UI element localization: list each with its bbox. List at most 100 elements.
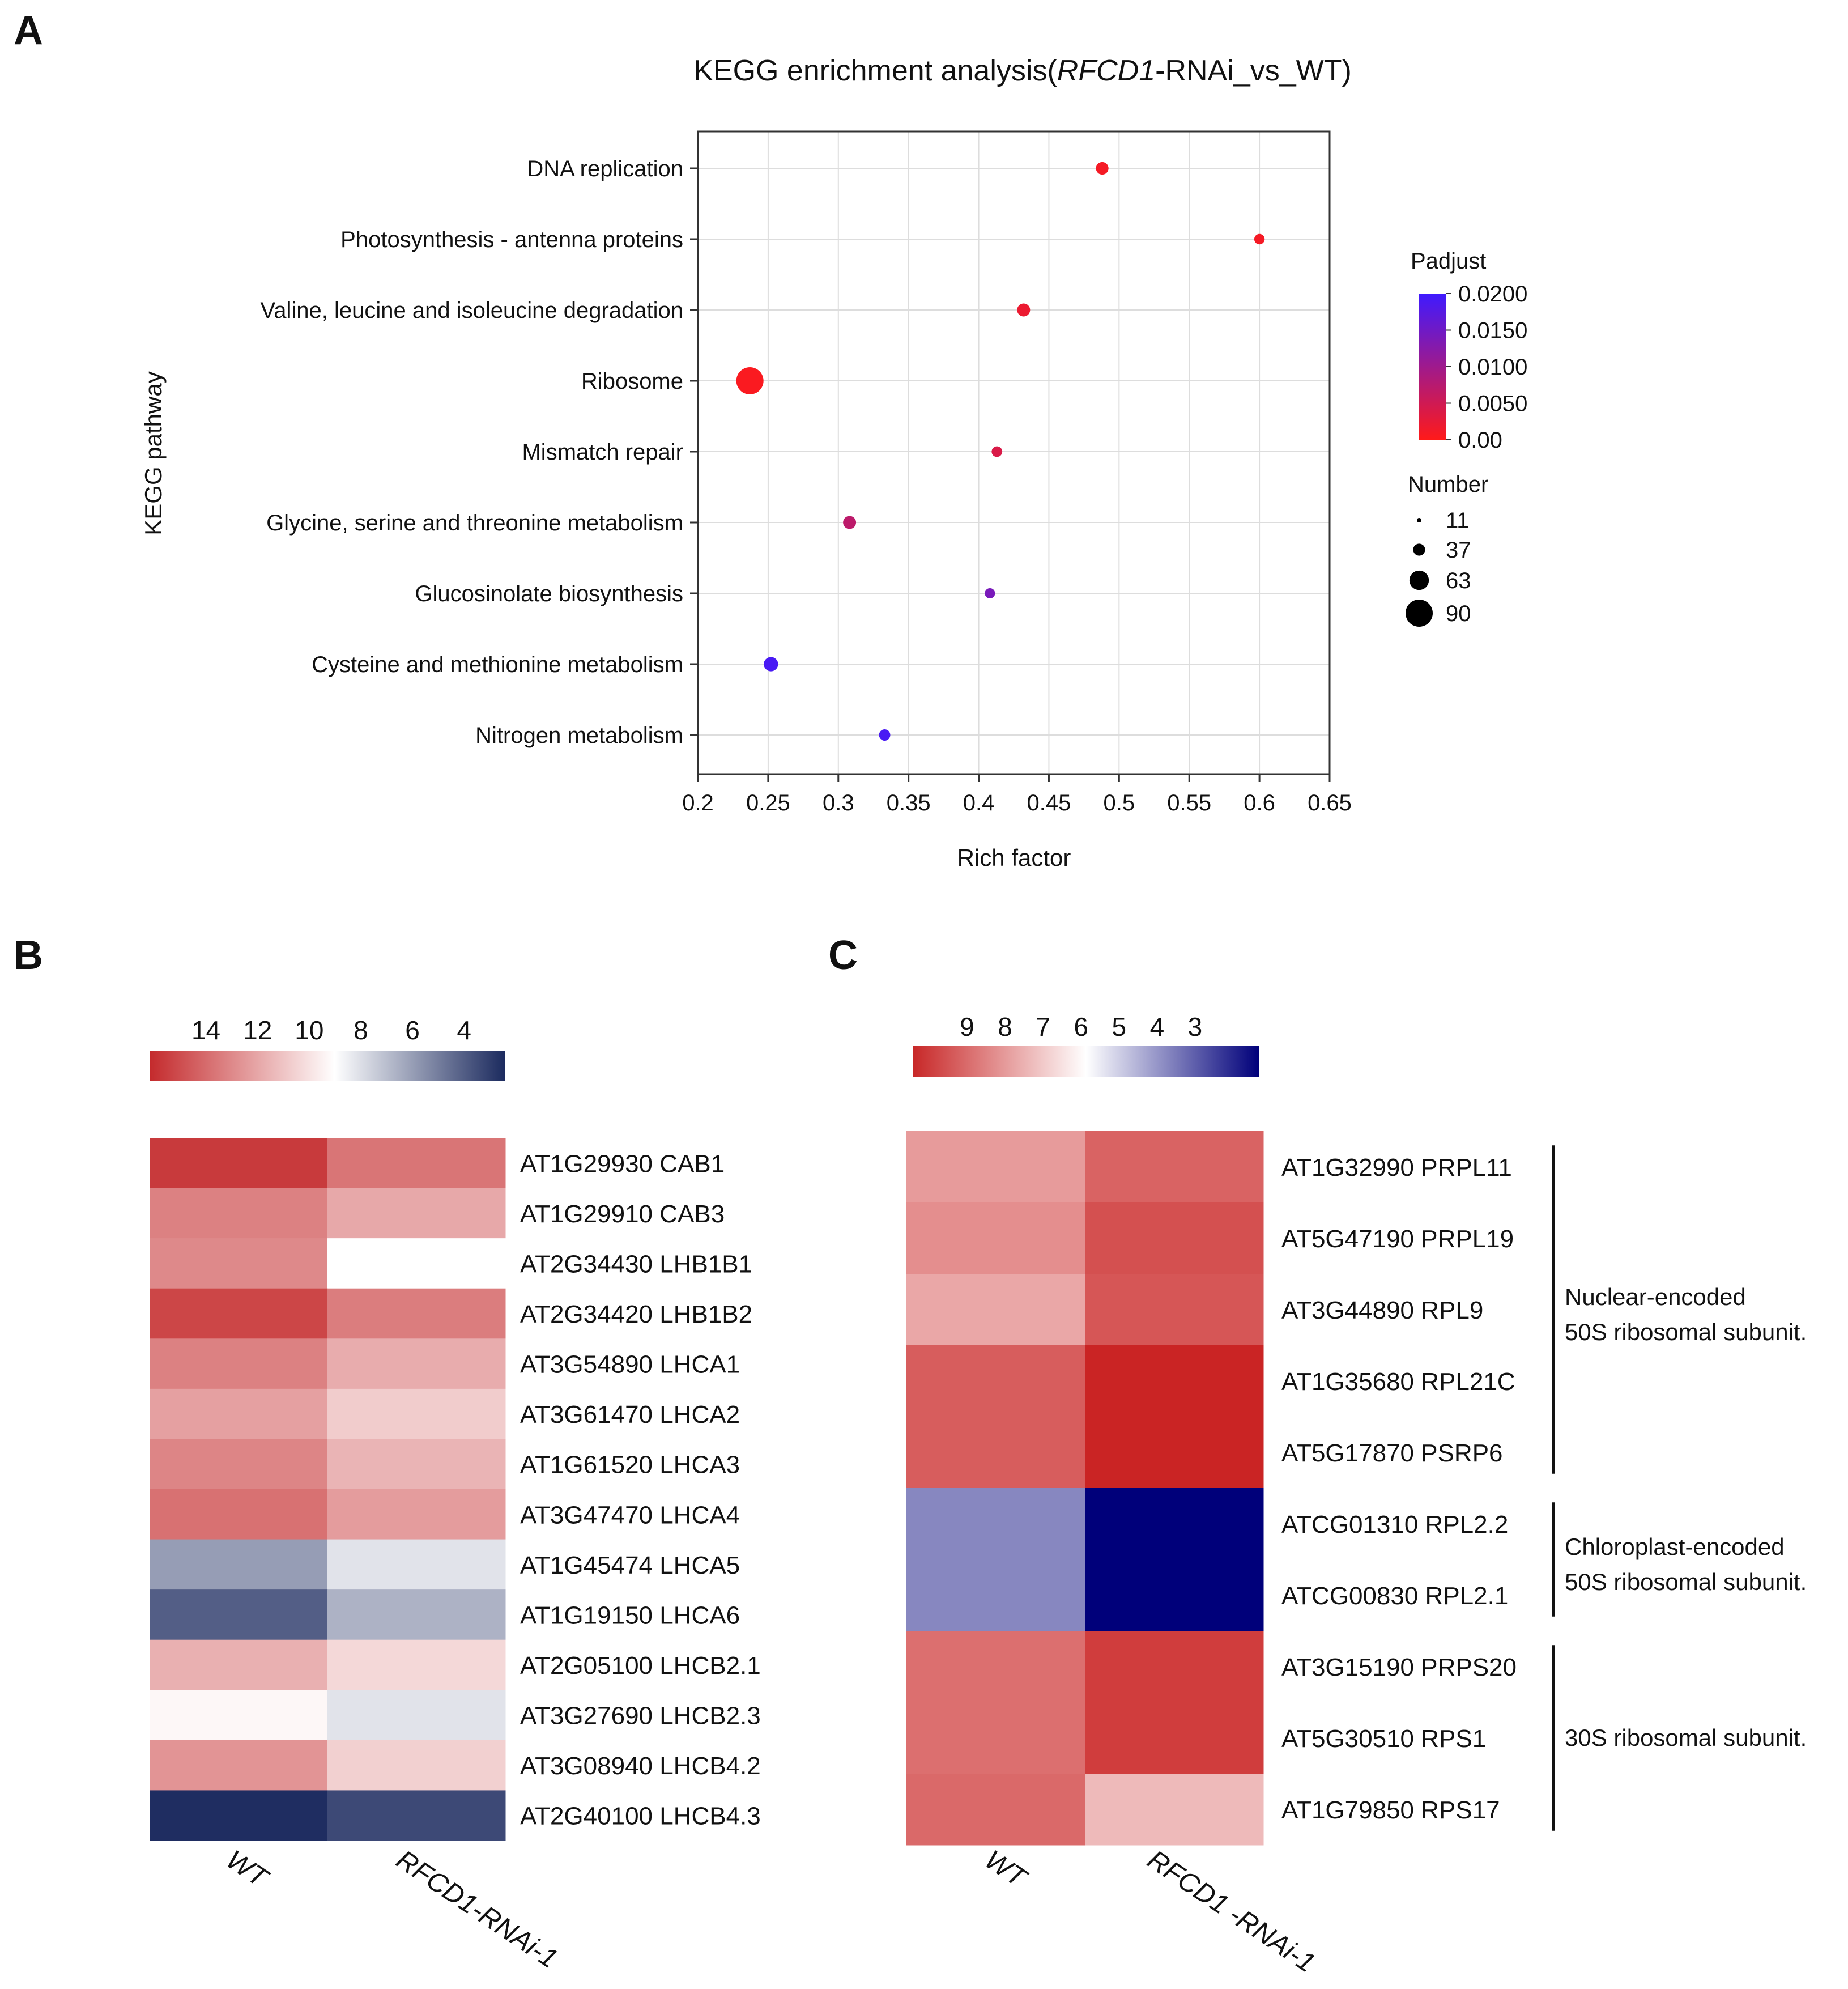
chart-title: KEGG enrichment analysis(RFCD1-RNAi_vs_W… bbox=[693, 54, 1352, 87]
data-point bbox=[1017, 303, 1031, 317]
gene-label: AT1G29930 CAB1 bbox=[520, 1150, 725, 1178]
heatmap-cell bbox=[327, 1388, 506, 1439]
data-point bbox=[843, 516, 857, 529]
heatmap-cell bbox=[327, 1238, 506, 1289]
heatmap-cell bbox=[1085, 1274, 1264, 1346]
heatmap-cell bbox=[150, 1590, 328, 1640]
heatmap-c-cells bbox=[906, 1131, 1264, 1846]
number-legend-label: 37 bbox=[1446, 538, 1471, 563]
padjust-legend-title: Padjust bbox=[1411, 249, 1486, 274]
number-legend: Number 11 37 63 90 bbox=[1406, 472, 1488, 627]
gene-label: AT5G47190 PRPL19 bbox=[1281, 1225, 1514, 1253]
heatmap-cell bbox=[327, 1489, 506, 1540]
y-tick-label: Mismatch repair bbox=[522, 440, 683, 465]
heatmap-cell bbox=[150, 1288, 328, 1339]
padjust-colorbar bbox=[1419, 294, 1446, 440]
heatmap-cell bbox=[1085, 1559, 1264, 1631]
heatmap-cell bbox=[150, 1740, 328, 1791]
gene-label: AT1G35680 RPL21C bbox=[1281, 1368, 1515, 1396]
y-tick-label: Ribosome bbox=[581, 369, 683, 394]
number-legend-dot bbox=[1417, 518, 1421, 522]
colorbar-tick-label: 8 bbox=[354, 1015, 368, 1045]
heatmap-cell bbox=[1085, 1631, 1264, 1703]
heatmap-cell bbox=[1085, 1345, 1264, 1417]
heatmap-cell bbox=[327, 1639, 506, 1690]
heatmap-cell bbox=[906, 1702, 1085, 1774]
heatmap-cell bbox=[327, 1740, 506, 1791]
heatmap-c-column-labels: WT RFCD1 -RNAi-1 bbox=[980, 1844, 1321, 1978]
heatmap-cell bbox=[150, 1188, 328, 1239]
heatmap-cell bbox=[327, 1288, 506, 1339]
gene-label: AT5G30510 RPS1 bbox=[1281, 1725, 1486, 1753]
data-point bbox=[991, 446, 1003, 457]
heatmap-c-annotations: Nuclear-encoded 50S ribosomal subunit. Chl… bbox=[1552, 1145, 1807, 1831]
gene-label: AT3G47470 LHCA4 bbox=[520, 1501, 740, 1529]
group-label: Chloroplast-encoded bbox=[1565, 1533, 1785, 1560]
colorbar-tick-label: 10 bbox=[295, 1015, 323, 1045]
heatmap-cell bbox=[906, 1345, 1085, 1417]
padjust-tick-label: 0.0200 bbox=[1458, 282, 1527, 307]
heatmap-cell bbox=[906, 1774, 1085, 1846]
x-tick-label: 0.5 bbox=[1104, 790, 1135, 815]
heatmap-cell bbox=[327, 1790, 506, 1841]
panel-label-b: B bbox=[14, 933, 43, 978]
number-legend-title: Number bbox=[1408, 472, 1488, 497]
column-label: RFCD1-RNAi-1 bbox=[391, 1844, 563, 1974]
padjust-ticks: 0.0200 0.0150 0.0100 0.0050 0.00 bbox=[1446, 282, 1527, 453]
heatmap-cell bbox=[1085, 1417, 1264, 1489]
heatmap-cell bbox=[1085, 1131, 1264, 1203]
heatmap-b-cells bbox=[150, 1138, 506, 1841]
x-tick-label: 0.25 bbox=[746, 790, 790, 815]
heatmap-cell bbox=[150, 1439, 328, 1490]
heatmap-cell bbox=[1085, 1202, 1264, 1274]
x-axis: 0.2 0.25 0.3 0.35 0.4 0.45 0.5 0.55 0.6 0.65 bbox=[682, 774, 1352, 815]
y-axis-title: KEGG pathway bbox=[140, 371, 167, 535]
column-label: RFCD1 -RNAi-1 bbox=[1142, 1844, 1321, 1978]
heatmap-cell bbox=[327, 1590, 506, 1640]
gene-label: AT3G44890 RPL9 bbox=[1281, 1297, 1483, 1324]
y-tick-label: Valine, leucine and isoleucine degradati… bbox=[261, 298, 683, 323]
gene-label: AT2G34430 LHB1B1 bbox=[520, 1250, 752, 1278]
heatmap-c-row-labels: AT1G32990 PRPL11 AT5G47190 PRPL19 AT3G4489… bbox=[1281, 1154, 1517, 1824]
colorbar-tick-label: 5 bbox=[1112, 1012, 1126, 1042]
data-point bbox=[879, 729, 891, 741]
colorbar-tick-label: 4 bbox=[1150, 1012, 1165, 1042]
group-label: 30S ribosomal subunit. bbox=[1565, 1724, 1807, 1751]
heatmap-cell bbox=[150, 1639, 328, 1690]
data-point bbox=[736, 367, 764, 394]
padjust-tick-label: 0.0100 bbox=[1458, 355, 1527, 380]
heatmap-cell bbox=[906, 1202, 1085, 1274]
heatmap-cell bbox=[906, 1631, 1085, 1703]
colorbar-tick-label: 6 bbox=[1074, 1012, 1088, 1042]
colorbar-tick-label: 14 bbox=[191, 1015, 220, 1045]
heatmap-cell bbox=[1085, 1774, 1264, 1846]
heatmap-cell bbox=[150, 1388, 328, 1439]
colorbar-tick-label: 9 bbox=[960, 1012, 974, 1042]
heatmap-cell bbox=[150, 1138, 328, 1189]
colorbar-b bbox=[150, 1051, 505, 1081]
gene-label: AT1G29910 CAB3 bbox=[520, 1200, 725, 1228]
x-tick-label: 0.4 bbox=[963, 790, 995, 815]
number-legend-label: 63 bbox=[1446, 568, 1471, 593]
y-tick-label: Photosynthesis - antenna proteins bbox=[340, 227, 683, 252]
colorbar-tick-label: 12 bbox=[243, 1015, 272, 1045]
heatmap-cell bbox=[906, 1274, 1085, 1346]
heatmap-cell bbox=[150, 1539, 328, 1590]
data-point bbox=[764, 657, 778, 672]
heatmap-cell bbox=[327, 1539, 506, 1590]
heatmap-cell bbox=[906, 1417, 1085, 1489]
heatmap-cell bbox=[327, 1188, 506, 1239]
colorbar-tick-label: 4 bbox=[457, 1015, 471, 1045]
gene-label: ATCG01310 RPL2.2 bbox=[1281, 1511, 1508, 1538]
group-label: 50S ribosomal subunit. bbox=[1565, 1319, 1807, 1345]
heatmap-cell bbox=[150, 1790, 328, 1841]
colorbar-tick-label: 8 bbox=[998, 1012, 1012, 1042]
plot-frame bbox=[697, 130, 1331, 775]
group-label: 50S ribosomal subunit. bbox=[1565, 1569, 1807, 1595]
y-tick-label: Nitrogen metabolism bbox=[475, 723, 683, 748]
heatmap-cell bbox=[327, 1338, 506, 1389]
heatmap-cell bbox=[327, 1138, 506, 1189]
